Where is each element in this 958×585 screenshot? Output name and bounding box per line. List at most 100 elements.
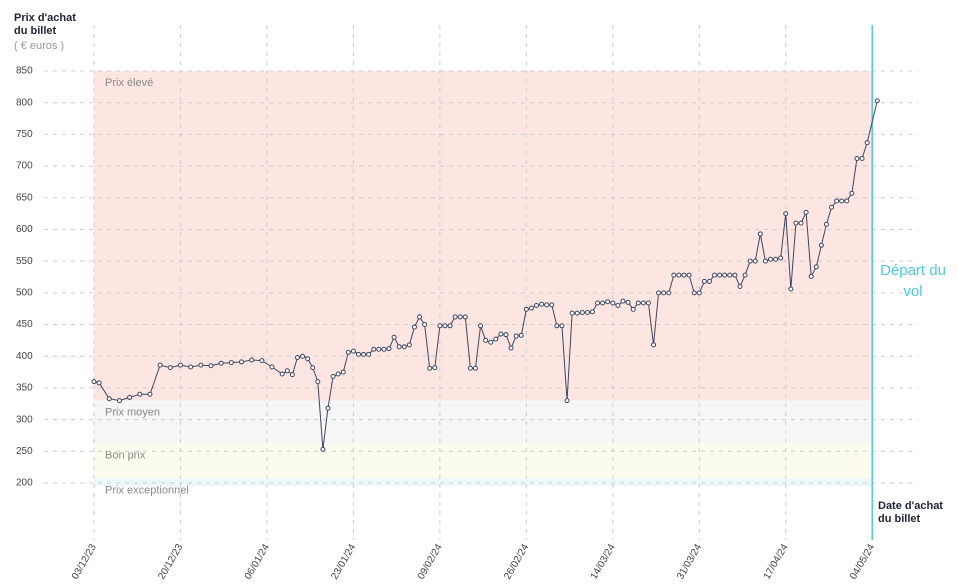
- price-point: [335, 371, 341, 377]
- price-point: [228, 360, 234, 366]
- price-point: [355, 351, 361, 357]
- price-point: [767, 256, 773, 262]
- price-point: [630, 306, 636, 312]
- price-point: [788, 286, 794, 292]
- price-point: [472, 365, 478, 371]
- price-point: [854, 155, 860, 161]
- price-point: [823, 221, 829, 227]
- price-point: [371, 346, 377, 352]
- price-point: [406, 342, 412, 348]
- price-point: [722, 272, 728, 278]
- price-point: [417, 314, 423, 320]
- price-point: [493, 336, 499, 342]
- price-point: [803, 209, 809, 215]
- price-point: [757, 231, 763, 237]
- price-point: [300, 353, 306, 359]
- x-axis-label: Date d'achat du billet: [878, 500, 943, 525]
- price-point: [127, 394, 133, 400]
- price-point: [289, 372, 295, 378]
- price-point: [712, 272, 718, 278]
- price-point: [554, 323, 560, 329]
- y-tick-label: 800: [16, 97, 33, 108]
- price-point: [559, 323, 565, 329]
- price-point: [437, 323, 443, 329]
- price-point: [518, 332, 524, 338]
- price-band: [94, 443, 873, 479]
- x-tick-label: 26/02/24: [502, 542, 531, 582]
- price-point: [457, 314, 463, 320]
- price-point: [783, 211, 789, 217]
- y-tick-label: 600: [16, 224, 33, 235]
- price-point: [798, 220, 804, 226]
- price-point: [381, 346, 387, 352]
- y-tick-label: 450: [16, 319, 33, 330]
- price-point: [717, 272, 723, 278]
- price-point: [681, 272, 687, 278]
- price-point: [605, 299, 611, 305]
- y-tick-label: 850: [16, 66, 33, 77]
- price-point: [198, 362, 204, 368]
- x-tick-label: 14/03/24: [589, 542, 618, 582]
- price-point: [401, 344, 407, 350]
- price-point: [386, 346, 392, 352]
- price-point: [452, 314, 458, 320]
- price-point: [625, 299, 631, 305]
- price-point: [147, 391, 153, 397]
- x-tick-label: 06/01/24: [243, 542, 272, 582]
- price-point: [666, 290, 672, 296]
- price-point: [549, 302, 555, 308]
- price-point: [106, 396, 112, 402]
- band-label: Prix élevé: [105, 77, 153, 89]
- price-point: [239, 359, 245, 365]
- price-point: [615, 303, 621, 309]
- price-point: [564, 398, 570, 404]
- y-tick-label: 550: [16, 256, 33, 267]
- price-point: [116, 398, 122, 404]
- y-tick-label: 200: [16, 478, 33, 489]
- price-point: [427, 365, 433, 371]
- x-tick-label: 04/05/24: [848, 542, 877, 582]
- price-point: [188, 364, 194, 370]
- price-point: [676, 272, 682, 278]
- price-point: [467, 365, 473, 371]
- price-point: [528, 305, 534, 311]
- price-point: [656, 290, 662, 296]
- price-point: [361, 351, 367, 357]
- price-point: [279, 371, 285, 377]
- price-point: [620, 298, 626, 304]
- price-point: [595, 300, 601, 306]
- price-point: [773, 256, 779, 262]
- price-point: [513, 333, 519, 339]
- x-tick-label: 03/12/23: [70, 542, 99, 582]
- price-point: [834, 198, 840, 204]
- y-tick-label: 350: [16, 383, 33, 394]
- price-point: [503, 332, 509, 338]
- price-point: [818, 242, 824, 248]
- price-point: [859, 155, 865, 161]
- price-point: [259, 358, 265, 364]
- price-point: [269, 364, 275, 370]
- price-point: [208, 363, 214, 369]
- price-band: [94, 400, 873, 444]
- price-point: [747, 258, 753, 264]
- price-point: [574, 310, 580, 316]
- y-tick-label: 250: [16, 446, 33, 457]
- price-point: [579, 309, 585, 315]
- price-point: [544, 302, 550, 308]
- price-point: [447, 323, 453, 329]
- price-point: [706, 278, 712, 284]
- price-point: [396, 344, 402, 350]
- price-point: [218, 360, 224, 366]
- price-point: [727, 272, 733, 278]
- price-point: [696, 290, 702, 296]
- price-point: [645, 300, 651, 306]
- y-tick-label: 750: [16, 129, 33, 140]
- price-point: [391, 334, 397, 340]
- price-point: [483, 337, 489, 343]
- price-point: [442, 323, 448, 329]
- price-point: [350, 348, 356, 354]
- price-point: [661, 290, 667, 296]
- price-point: [523, 306, 529, 312]
- price-point: [635, 300, 641, 306]
